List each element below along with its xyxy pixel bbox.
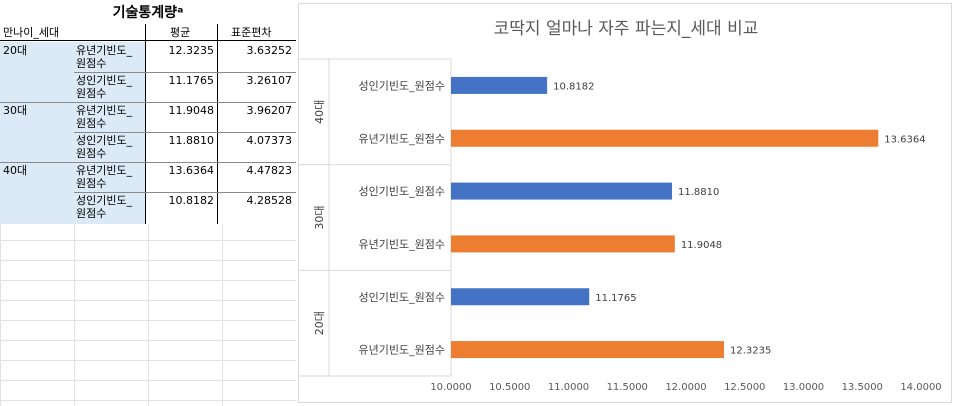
row-divider (74, 132, 296, 133)
bar-data-label: 11.8810 (678, 187, 719, 198)
x-tick-label: 11.5000 (607, 382, 648, 393)
row-sd-value: 4.47823 (246, 164, 293, 177)
row-group-label: 30대 (3, 104, 28, 117)
bar-data-label: 12.3235 (730, 346, 771, 357)
descriptive-stats-table: 기술통계량ᵃ 만나이_세대 평균 표준편차 20대 유년기빈도_ 원점수 12.323… (0, 0, 296, 224)
bar-data-label: 10.8182 (553, 81, 594, 92)
bar-data-label: 11.1765 (595, 293, 636, 304)
row-variable-label-cont: 원점수 (76, 87, 107, 100)
row-variable-label: 유년기빈도_ (76, 44, 133, 57)
row-sd-value: 3.63252 (246, 44, 293, 57)
header-group: 만나이_세대 (3, 26, 60, 39)
x-tick-label: 13.0000 (783, 382, 824, 393)
bar-category-label: 유년기빈도_원점수 (359, 132, 445, 145)
row-mean-value: 11.8810 (168, 134, 215, 147)
row-mean-value: 13.6364 (168, 164, 215, 177)
bar-category-label: 유년기빈도_원점수 (359, 344, 445, 357)
column-rule-2 (217, 24, 218, 224)
header-mean: 평균 (170, 26, 191, 39)
x-tick-label: 12.5000 (724, 382, 765, 393)
group-label: 30대 (313, 205, 326, 229)
bar-category-label: 유년기빈도_원점수 (359, 238, 445, 251)
row-sd-value: 4.28528 (246, 194, 293, 207)
row-divider (0, 162, 296, 163)
bar (451, 76, 548, 94)
row-mean-value: 11.9048 (168, 104, 215, 117)
chart-canvas: 코딱지 얼마나 자주 파는지_세대 비교 10.0000 10.5000 11.00… (299, 19, 942, 393)
group-label: 40대 (313, 100, 326, 124)
row-divider (74, 192, 296, 193)
bar-data-label: 11.9048 (681, 240, 722, 251)
x-tick-label: 10.0000 (430, 382, 471, 393)
row-sd-value: 3.96207 (246, 104, 293, 117)
bar (451, 235, 675, 253)
bar-chart: 코딱지 얼마나 자주 파는지_세대 비교 10.0000 10.5000 11.00… (298, 3, 952, 403)
x-tick-label: 14.0000 (900, 382, 941, 393)
bar-category-label: 성인기빈도_원점수 (359, 185, 445, 198)
bar-data-label: 13.6364 (884, 134, 925, 145)
chart-title: 코딱지 얼마나 자주 파는지_세대 비교 (494, 19, 759, 39)
bar-category-label: 성인기빈도_원점수 (359, 79, 445, 92)
x-tick-label: 13.5000 (842, 382, 883, 393)
row-sd-value: 4.07373 (246, 134, 293, 147)
row-variable-label: 성인기빈도_ (76, 74, 133, 87)
row-variable-label-cont: 원점수 (76, 207, 107, 220)
row-group-label: 20대 (3, 44, 28, 57)
row-group-label: 40대 (3, 164, 28, 177)
bar (451, 341, 725, 359)
row-variable-label-cont: 원점수 (76, 57, 107, 70)
row-variable-label: 성인기빈도_ (76, 194, 133, 207)
row-mean-value: 11.1765 (168, 74, 215, 87)
x-tick-label: 10.5000 (489, 382, 530, 393)
x-tick-label: 11.0000 (548, 382, 589, 393)
row-mean-value: 12.3235 (168, 44, 215, 57)
row-variable-label: 유년기빈도_ (76, 164, 133, 177)
header-sd: 표준편차 (231, 26, 272, 39)
column-rule-1 (145, 24, 146, 224)
row-mean-value: 10.8182 (168, 194, 215, 207)
row-variable-label-cont: 원점수 (76, 147, 107, 160)
row-divider (74, 72, 296, 73)
row-variable-label-cont: 원점수 (76, 117, 107, 130)
row-variable-label: 유년기빈도_ (76, 104, 133, 117)
row-divider (0, 102, 296, 103)
header-rule (0, 40, 296, 41)
row-sd-value: 3.26107 (246, 74, 293, 87)
bar (451, 129, 879, 147)
table-title: 기술통계량ᵃ (112, 5, 184, 21)
bar-category-label: 성인기빈도_원점수 (359, 291, 445, 304)
bar (451, 288, 590, 306)
bar (451, 182, 673, 200)
row-variable-label-cont: 원점수 (76, 177, 107, 190)
x-tick-label: 12.0000 (665, 382, 706, 393)
row-variable-label: 성인기빈도_ (76, 134, 133, 147)
group-label: 20대 (313, 311, 326, 335)
